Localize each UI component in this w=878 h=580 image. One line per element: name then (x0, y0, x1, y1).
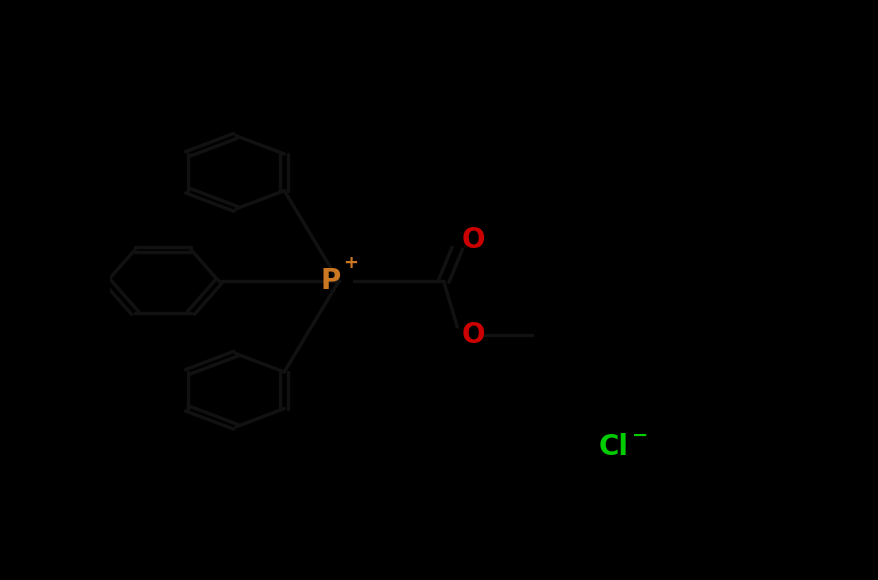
Text: −: − (631, 426, 647, 445)
Text: Cl: Cl (598, 433, 629, 461)
Text: O: O (461, 226, 485, 254)
Text: P: P (320, 267, 341, 295)
Text: +: + (343, 255, 358, 273)
Text: O: O (461, 321, 485, 349)
